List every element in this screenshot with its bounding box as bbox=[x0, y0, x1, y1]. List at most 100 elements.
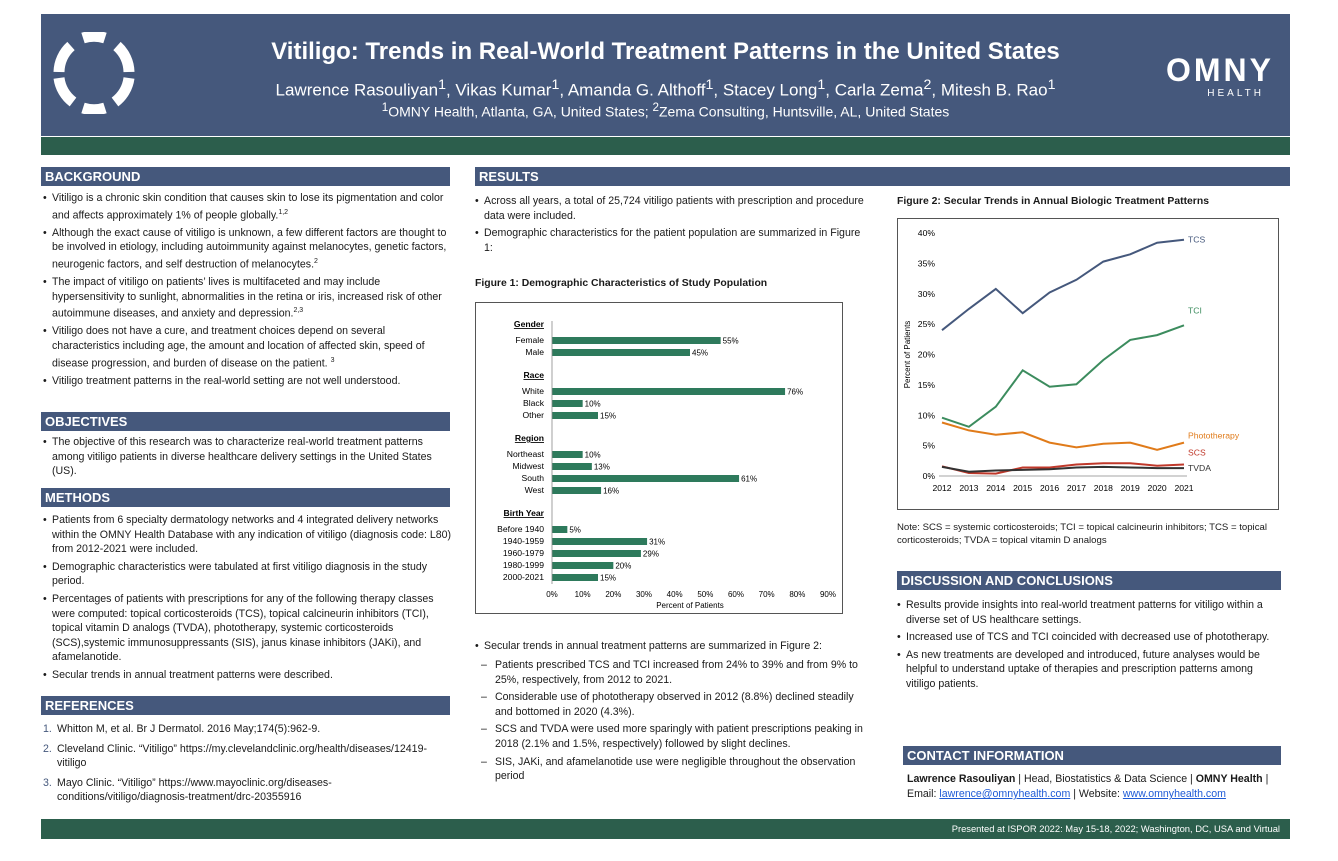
author-affiliation-mark: 1 bbox=[1047, 77, 1056, 93]
methods-list: Patients from 6 specialty dermatology ne… bbox=[43, 513, 453, 686]
x-tick-label: 80% bbox=[789, 590, 805, 599]
references-heading: REFERENCES bbox=[41, 696, 450, 715]
reference-item: 1. Whitton M, et al. Br J Dermatol. 2016 … bbox=[43, 722, 453, 737]
bar-category-label: White bbox=[522, 386, 544, 396]
poster-header: Vitiligo: Trends in Real-World Treatment… bbox=[41, 14, 1290, 136]
x-tick-label: 0% bbox=[546, 590, 558, 599]
author-name: Lawrence Rasouliyan bbox=[275, 80, 439, 100]
bar-category-label: 1940-1959 bbox=[503, 536, 544, 546]
bar-category-label: Before 1940 bbox=[497, 524, 544, 534]
footer-bar: Presented at ISPOR 2022: May 15-18, 2022… bbox=[41, 819, 1290, 839]
affiliations: 1OMNY Health, Atlanta, GA, United States… bbox=[41, 101, 1290, 120]
bar bbox=[552, 412, 598, 419]
reference-item: 2. Cleveland Clinic. “Vitiligo” https://m… bbox=[43, 742, 453, 771]
methods-heading: METHODS bbox=[41, 488, 450, 507]
bar-value-label: 31% bbox=[649, 538, 665, 547]
reference-text: Whitton M, et al. Br J Dermatol. 2016 Ma… bbox=[57, 723, 321, 735]
series-line-tvda bbox=[941, 465, 1184, 473]
discussion-heading: DISCUSSION AND CONCLUSIONS bbox=[897, 571, 1281, 590]
contact-name: Lawrence Rasouliyan bbox=[907, 773, 1016, 785]
series-label: TCS bbox=[1188, 235, 1205, 245]
bar-category-label: 2000-2021 bbox=[503, 572, 544, 582]
secular-trend-item: Patients prescribed TCS and TCI increase… bbox=[475, 658, 865, 687]
email-link[interactable]: lawrence@omnyhealth.com bbox=[939, 788, 1071, 800]
results-list: Across all years, a total of 25,724 viti… bbox=[475, 194, 865, 258]
discussion-item: As new treatments are developed and intr… bbox=[897, 648, 1282, 692]
bar-value-label: 15% bbox=[600, 574, 616, 583]
affiliation-number: 2 bbox=[652, 101, 659, 114]
contact-sep: | bbox=[1262, 773, 1269, 785]
figure2-note: Note: SCS = systemic corticosteroids; TC… bbox=[897, 522, 1267, 546]
reference-number: 1. bbox=[43, 723, 52, 735]
contact-role: | Head, Biostatistics & Data Science | bbox=[1015, 773, 1196, 785]
omny-ring-logo-icon bbox=[53, 32, 135, 114]
method-item: Percentages of patients with prescriptio… bbox=[43, 592, 453, 665]
author-affiliation-mark: 1 bbox=[551, 77, 560, 93]
secular-trend-item: SCS and TVDA were used more sparingly wi… bbox=[475, 722, 865, 751]
background-item-text: The impact of vitiligo on patients’ live… bbox=[52, 276, 442, 320]
header-accent-bar bbox=[41, 137, 1290, 155]
result-item: Demographic characteristics for the pati… bbox=[475, 226, 865, 255]
background-item-text: Vitiligo is a chronic skin condition tha… bbox=[52, 192, 444, 222]
x-tick-label: 2012 bbox=[932, 483, 951, 493]
bar-category-label: Female bbox=[515, 335, 544, 345]
y-tick-label: 20% bbox=[918, 350, 936, 360]
bar bbox=[552, 550, 641, 557]
bar bbox=[552, 388, 786, 395]
treatment-trends-line-chart: 0% 5% 10% 15% 20% 25% 30% 35% 40% 2012 2013 2014 201… bbox=[903, 228, 1240, 493]
bar-category-label: Male bbox=[525, 347, 544, 357]
bar-value-label: 45% bbox=[692, 349, 708, 358]
result-item: Across all years, a total of 25,724 viti… bbox=[475, 194, 865, 223]
x-tick-label: 10% bbox=[575, 590, 591, 599]
y-tick-label: 30% bbox=[918, 289, 936, 299]
contact-heading: CONTACT INFORMATION bbox=[903, 746, 1281, 765]
author-name: Vikas Kumar bbox=[455, 80, 552, 100]
citation-mark: 2,3 bbox=[293, 307, 304, 315]
bar-value-label: 61% bbox=[741, 475, 757, 484]
bar bbox=[552, 562, 614, 569]
secular-intro: Secular trends in annual treatment patte… bbox=[475, 639, 865, 654]
affiliation-text: OMNY Health, Atlanta, GA, United States; bbox=[388, 103, 653, 120]
figure2-title: Figure 2: Secular Trends in Annual Biolo… bbox=[897, 196, 1209, 207]
author-separator: , bbox=[825, 80, 835, 100]
background-item: The impact of vitiligo on patients’ live… bbox=[43, 275, 453, 321]
email-label: Email: bbox=[907, 788, 940, 800]
bar bbox=[552, 475, 740, 482]
reference-number: 3. bbox=[43, 776, 52, 789]
background-item-text: Vitiligo does not have a cure, and treat… bbox=[52, 325, 425, 370]
objective-item: The objective of this research was to ch… bbox=[43, 435, 453, 479]
author-name: Stacey Long bbox=[722, 80, 818, 100]
y-tick-label: 25% bbox=[918, 319, 936, 329]
secular-trends-list: Secular trends in annual treatment patte… bbox=[475, 639, 865, 657]
bar-value-label: 20% bbox=[615, 562, 631, 571]
author-name: Carla Zema bbox=[834, 80, 924, 100]
discussion-item: Results provide insights into real-world… bbox=[897, 598, 1282, 627]
reference-item: 3. Mayo Clinic. “Vitiligo” https://www.ma… bbox=[43, 776, 453, 805]
x-tick-label: 90% bbox=[820, 590, 836, 599]
reference-number: 2. bbox=[43, 742, 52, 755]
author-separator: , bbox=[713, 80, 723, 100]
y-tick-label: 15% bbox=[918, 380, 936, 390]
x-tick-label: 2020 bbox=[1148, 483, 1167, 493]
background-item: Although the exact cause of vitiligo is … bbox=[43, 226, 453, 272]
series-label: SCS bbox=[1188, 447, 1206, 457]
method-item: Patients from 6 specialty dermatology ne… bbox=[43, 513, 453, 557]
background-heading: BACKGROUND bbox=[41, 167, 450, 186]
author-separator: , bbox=[445, 80, 456, 100]
discussion-list: Results provide insights into real-world… bbox=[897, 598, 1282, 695]
x-tick-label: 2018 bbox=[1094, 483, 1113, 493]
bar-group-label: Region bbox=[515, 433, 544, 443]
x-tick-label: 2021 bbox=[1174, 483, 1193, 493]
series-line-tcs bbox=[941, 238, 1185, 331]
bar-value-label: 55% bbox=[723, 337, 739, 346]
website-link[interactable]: www.omnyhealth.com bbox=[1122, 788, 1226, 800]
y-tick-label: 5% bbox=[923, 441, 936, 451]
author-affiliation-mark: 1 bbox=[438, 77, 446, 93]
reference-text: Mayo Clinic. “Vitiligo” https://www.mayo… bbox=[57, 776, 332, 804]
bar bbox=[552, 463, 592, 470]
secular-sub-list: Patients prescribed TCS and TCI increase… bbox=[475, 658, 865, 787]
background-item-text: Although the exact cause of vitiligo is … bbox=[52, 226, 447, 271]
bar-group-label: Gender bbox=[514, 319, 545, 329]
bar bbox=[552, 526, 568, 533]
x-tick-label: 70% bbox=[759, 590, 775, 599]
